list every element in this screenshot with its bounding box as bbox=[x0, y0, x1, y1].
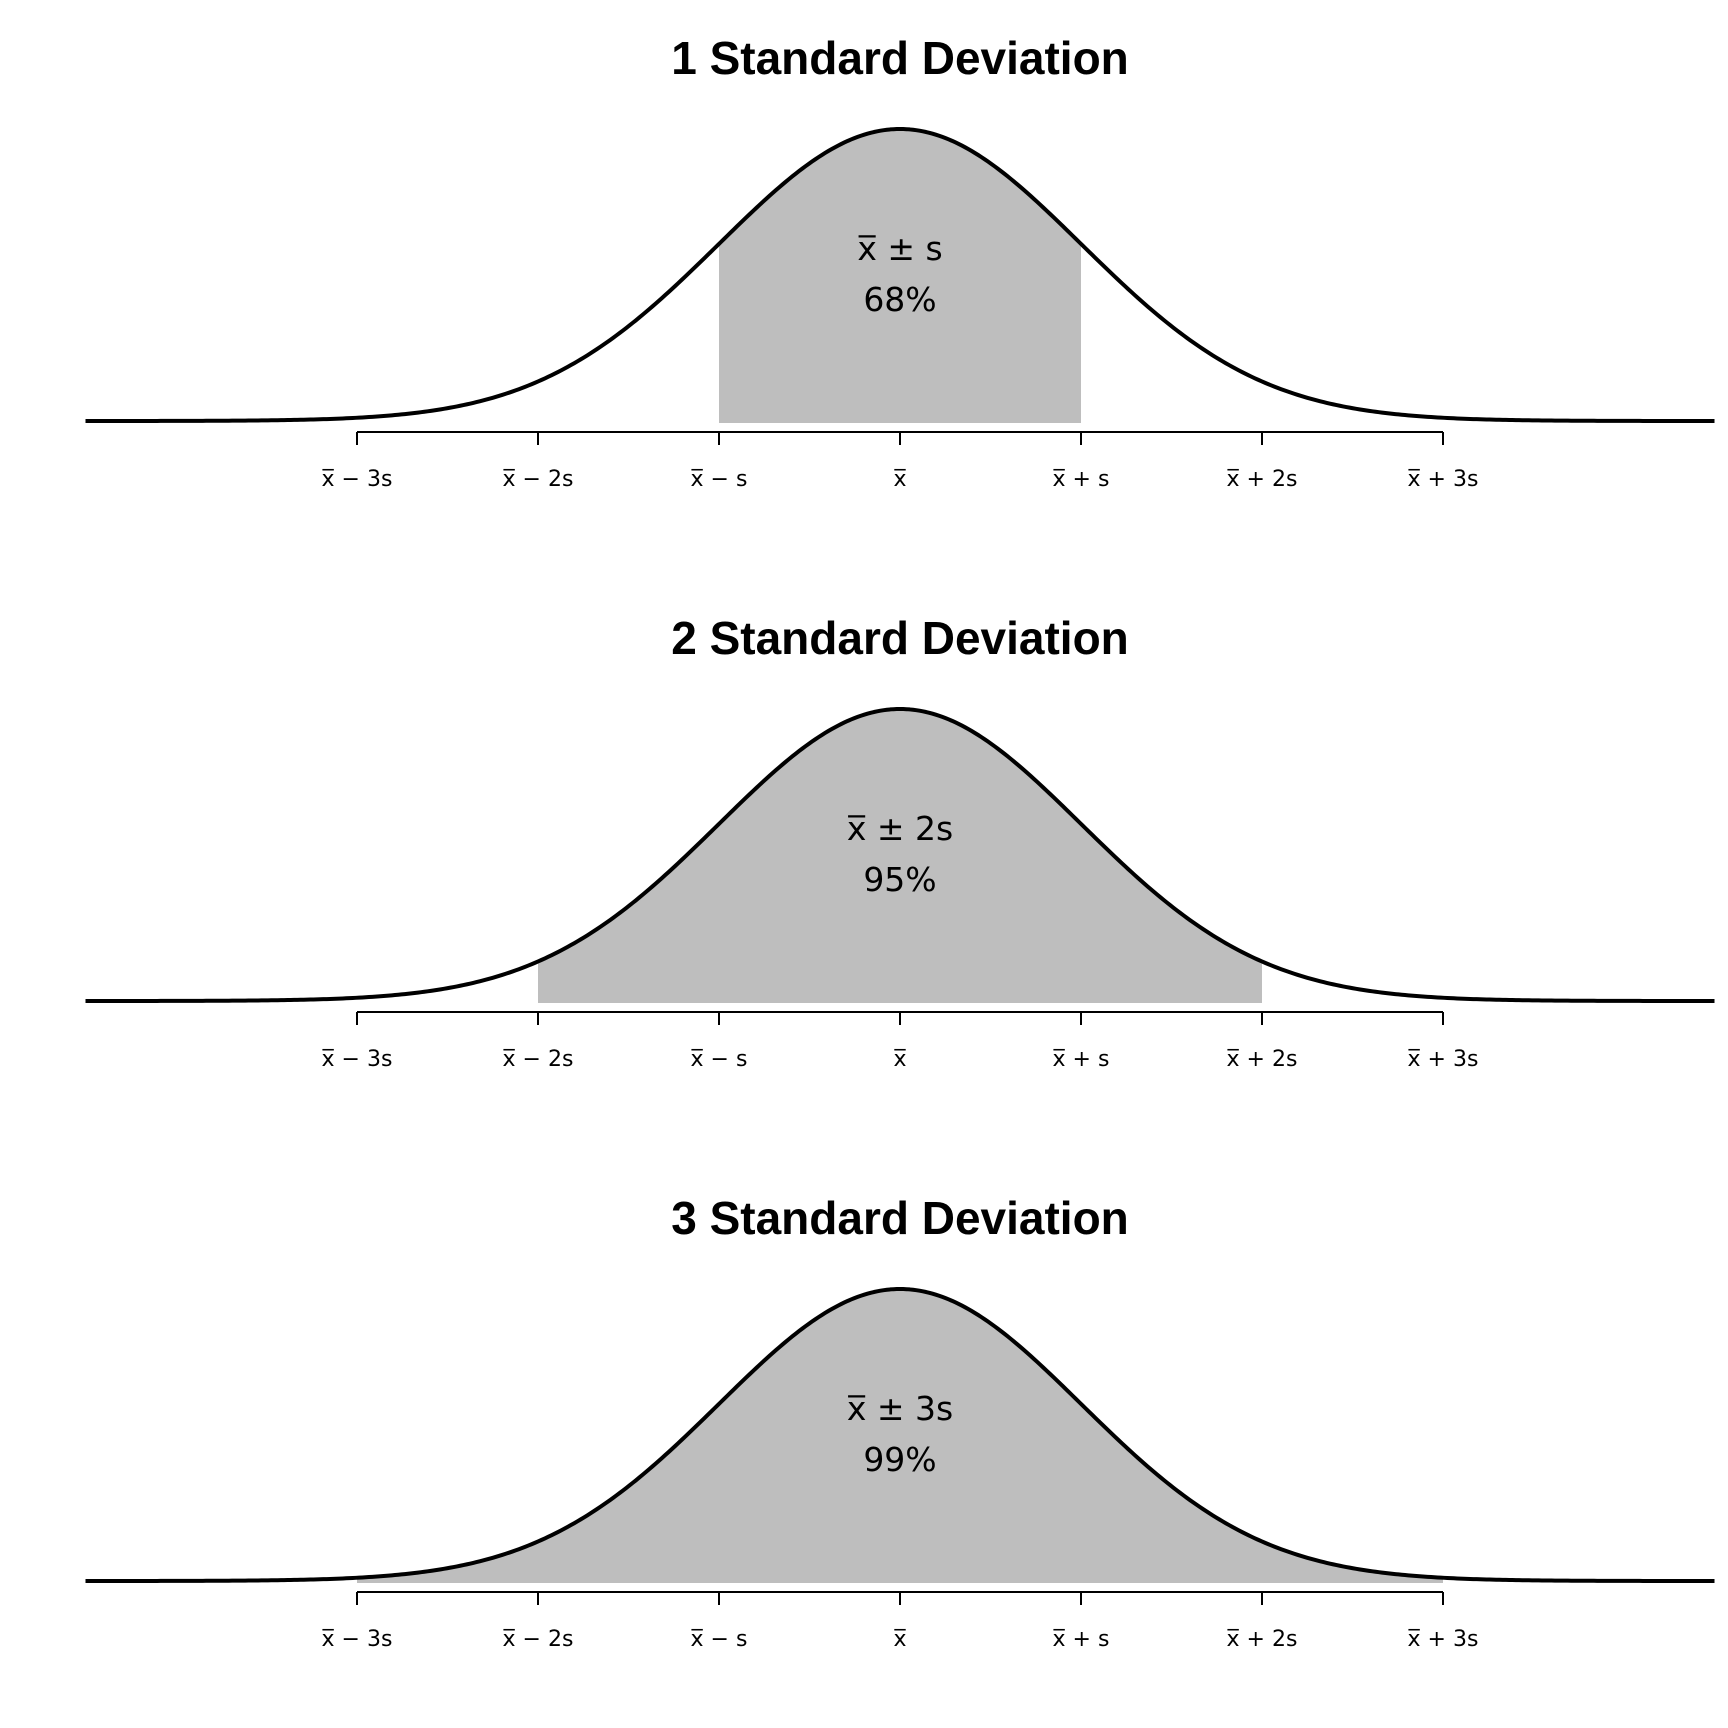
range-annotation: x̅ ± s bbox=[857, 229, 942, 268]
x-tick-label: x̅ + 2s bbox=[1227, 1047, 1298, 1072]
x-tick-label: x̅ bbox=[893, 467, 906, 492]
x-tick-label: x̅ bbox=[893, 1627, 906, 1652]
shaded-area bbox=[538, 709, 1262, 1003]
shaded-area bbox=[719, 129, 1081, 423]
x-tick-label: x̅ + 2s bbox=[1227, 467, 1298, 492]
x-tick-label: x̅ − 3s bbox=[322, 1047, 393, 1072]
chart-title: 2 Standard Deviation bbox=[671, 612, 1129, 664]
x-tick-label: x̅ − 2s bbox=[503, 1047, 574, 1072]
x-tick-label: x̅ bbox=[893, 1047, 906, 1072]
chart-panel-2: 2 Standard Deviation x̅ − 3s x̅ − 2s x̅ − s… bbox=[85, 612, 1715, 1072]
x-tick-label: x̅ − 2s bbox=[503, 467, 574, 492]
shaded-area bbox=[357, 1289, 1443, 1583]
x-tick-label: x̅ + 3s bbox=[1408, 467, 1479, 492]
chart-panel-1: 1 Standard Deviation x̅ − 3s x̅ − 2s x̅ − s… bbox=[85, 32, 1715, 492]
percent-annotation: 68% bbox=[863, 280, 936, 319]
x-tick-label: x̅ − s bbox=[691, 1627, 748, 1652]
x-tick-label: x̅ − 3s bbox=[322, 1627, 393, 1652]
x-tick-label: x̅ + s bbox=[1053, 467, 1110, 492]
chart-title: 3 Standard Deviation bbox=[671, 1192, 1129, 1244]
x-tick-label: x̅ + 3s bbox=[1408, 1047, 1479, 1072]
x-tick-label: x̅ − 2s bbox=[503, 1627, 574, 1652]
percent-annotation: 99% bbox=[863, 1440, 936, 1479]
x-tick-label: x̅ − 3s bbox=[322, 467, 393, 492]
chart-panel-3: 3 Standard Deviation x̅ − 3s x̅ − 2s x̅ − s… bbox=[85, 1192, 1715, 1652]
x-tick-label: x̅ − s bbox=[691, 1047, 748, 1072]
density-curve bbox=[85, 707, 1715, 1003]
x-tick-label: x̅ + s bbox=[1053, 1047, 1110, 1072]
x-tick-label: x̅ + s bbox=[1053, 1627, 1110, 1652]
percent-annotation: 95% bbox=[863, 860, 936, 899]
density-curve bbox=[85, 1287, 1715, 1583]
x-tick-label: x̅ + 2s bbox=[1227, 1627, 1298, 1652]
range-annotation: x̅ ± 3s bbox=[847, 1389, 953, 1428]
density-curve bbox=[85, 127, 1715, 423]
x-tick-label: x̅ + 3s bbox=[1408, 1627, 1479, 1652]
range-annotation: x̅ ± 2s bbox=[847, 809, 953, 848]
x-tick-label: x̅ − s bbox=[691, 467, 748, 492]
chart-title: 1 Standard Deviation bbox=[671, 32, 1129, 84]
